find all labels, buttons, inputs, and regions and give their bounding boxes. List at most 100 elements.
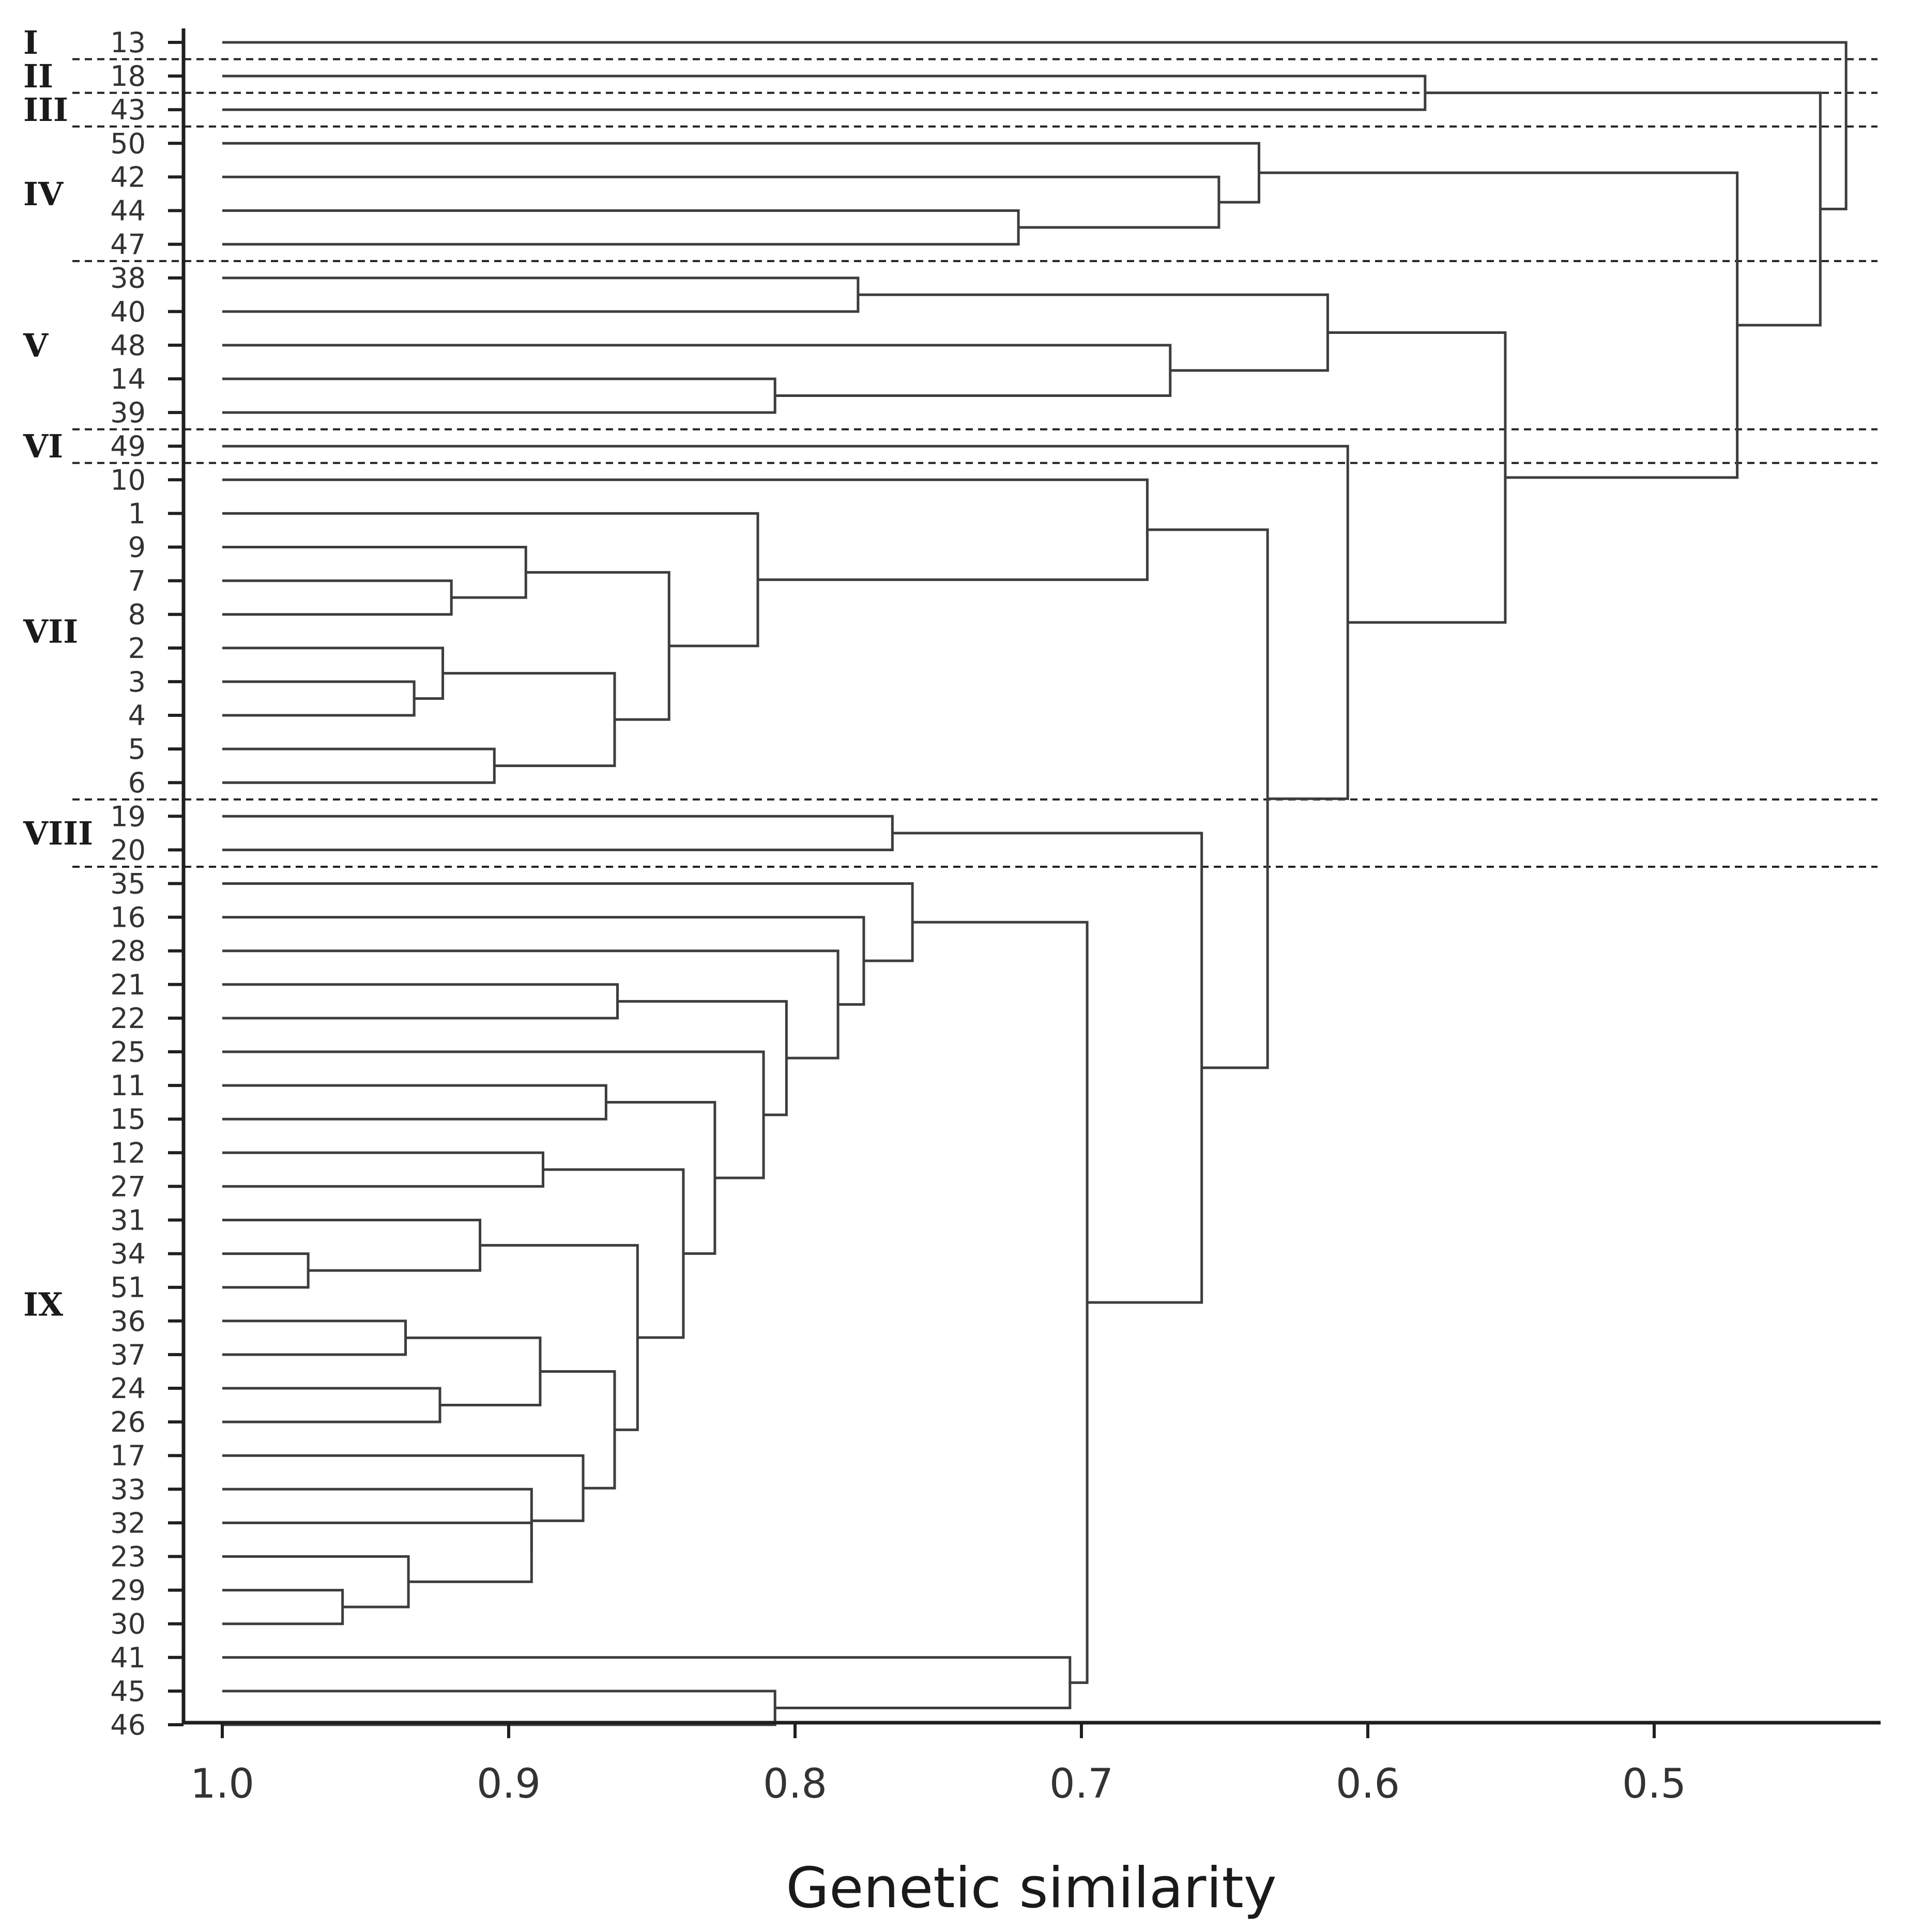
axes bbox=[181, 28, 1881, 1725]
leaf-label-39: 39 bbox=[110, 396, 146, 429]
leaf-label-33: 33 bbox=[110, 1473, 146, 1506]
leaf-label-15: 15 bbox=[110, 1103, 146, 1136]
branch-c11 bbox=[222, 680, 416, 717]
branch-c4 bbox=[222, 142, 1260, 204]
leaf-label-9: 9 bbox=[128, 531, 146, 564]
group-label: IV bbox=[23, 175, 64, 213]
branch-c35 bbox=[606, 1101, 716, 1255]
branch-c6 bbox=[222, 377, 776, 414]
x-tick-label: 0.7 bbox=[1049, 1761, 1113, 1807]
branch-c34 bbox=[543, 1168, 685, 1339]
branch-c32 bbox=[540, 1370, 616, 1490]
leaf-label-4: 4 bbox=[128, 699, 146, 732]
leaf-label-37: 37 bbox=[110, 1339, 146, 1371]
leaf-label-7: 7 bbox=[128, 565, 146, 597]
leaf-label-26: 26 bbox=[110, 1406, 146, 1438]
branch-c25 bbox=[222, 1387, 441, 1423]
group-label: VIII bbox=[23, 815, 93, 852]
leaf-label-20: 20 bbox=[110, 834, 146, 866]
branch-c8 bbox=[858, 293, 1329, 372]
branch-c47 bbox=[1327, 331, 1507, 624]
x-tick-label: 0.9 bbox=[477, 1761, 541, 1807]
branch-c22 bbox=[222, 1252, 310, 1289]
leaf-label-1: 1 bbox=[128, 497, 146, 530]
x-tick-label: 0.6 bbox=[1336, 1761, 1400, 1807]
branch-c36 bbox=[222, 1050, 765, 1179]
leaf-label-28: 28 bbox=[110, 935, 146, 968]
group-label: VI bbox=[23, 427, 63, 465]
leaf-label-21: 21 bbox=[110, 969, 146, 1001]
branch-c48 bbox=[1259, 171, 1739, 479]
group-label: V bbox=[23, 327, 49, 364]
dendrogram-branches bbox=[222, 41, 1848, 1726]
leaf-label-51: 51 bbox=[110, 1271, 146, 1304]
leaf-labels: 1318435042444738404814394910197823456192… bbox=[110, 26, 146, 1741]
branch-c18 bbox=[222, 815, 894, 851]
group-separators bbox=[72, 58, 1878, 868]
leaf-label-2: 2 bbox=[128, 632, 146, 665]
leaf-label-8: 8 bbox=[128, 599, 146, 631]
leaf-label-5: 5 bbox=[128, 733, 146, 765]
leaf-label-24: 24 bbox=[110, 1372, 146, 1405]
leaf-label-35: 35 bbox=[110, 868, 146, 900]
branch-c19 bbox=[222, 983, 619, 1020]
branch-c24 bbox=[222, 1320, 407, 1356]
leaf-label-46: 46 bbox=[110, 1709, 146, 1741]
x-tick-label: 1.0 bbox=[190, 1761, 254, 1807]
branch-c12 bbox=[222, 647, 445, 700]
x-tick-label: 0.8 bbox=[763, 1761, 827, 1807]
leaf-label-41: 41 bbox=[110, 1642, 146, 1674]
branch-c39 bbox=[222, 916, 865, 1006]
leaf-label-45: 45 bbox=[110, 1675, 146, 1708]
leaf-label-42: 42 bbox=[110, 161, 146, 193]
branch-c10 bbox=[222, 546, 527, 599]
leaf-label-48: 48 bbox=[110, 329, 146, 362]
leaf-label-25: 25 bbox=[110, 1036, 146, 1068]
x-ticks: 1.0 0.9 0.8 0.7 0.6 0.5 bbox=[168, 41, 1686, 1807]
leaf-label-32: 32 bbox=[110, 1507, 146, 1539]
branch-c14 bbox=[442, 672, 616, 768]
branch-c5 bbox=[222, 277, 860, 313]
branch-c15 bbox=[526, 571, 670, 721]
leaf-label-19: 19 bbox=[110, 800, 146, 833]
branch-c17 bbox=[222, 478, 1149, 581]
leaf-label-30: 30 bbox=[110, 1608, 146, 1640]
group-label: I bbox=[23, 24, 38, 62]
branch-c2 bbox=[222, 209, 1020, 246]
branch-c40 bbox=[222, 882, 914, 962]
branch-c28 bbox=[222, 1555, 410, 1608]
leaf-label-6: 6 bbox=[128, 766, 146, 799]
leaf-label-27: 27 bbox=[110, 1170, 146, 1203]
branch-c20 bbox=[222, 1084, 607, 1121]
leaf-label-49: 49 bbox=[110, 430, 146, 463]
branch-c49 bbox=[1425, 91, 1822, 327]
branch-c42 bbox=[222, 1656, 1072, 1709]
branch-c41 bbox=[222, 1690, 776, 1726]
branch-c50 bbox=[222, 41, 1848, 210]
branch-c44 bbox=[892, 832, 1203, 1304]
leaf-label-14: 14 bbox=[110, 363, 146, 395]
branch-c37 bbox=[617, 1000, 788, 1116]
leaf-label-12: 12 bbox=[110, 1137, 146, 1169]
leaf-label-13: 13 bbox=[110, 26, 146, 59]
leaf-label-47: 47 bbox=[110, 228, 146, 261]
group-label: III bbox=[23, 91, 68, 129]
branch-c29 bbox=[222, 1521, 533, 1583]
leaf-label-43: 43 bbox=[110, 94, 146, 126]
leaf-label-10: 10 bbox=[110, 464, 146, 496]
leaf-label-44: 44 bbox=[110, 195, 146, 227]
leaf-label-34: 34 bbox=[110, 1238, 146, 1270]
group-label: IX bbox=[23, 1285, 64, 1323]
leaf-label-36: 36 bbox=[110, 1305, 146, 1338]
branch-c23 bbox=[222, 1219, 482, 1272]
branch-c30 bbox=[222, 1488, 533, 1553]
leaf-label-18: 18 bbox=[110, 60, 146, 93]
branch-c21 bbox=[222, 1151, 544, 1188]
leaf-label-29: 29 bbox=[110, 1574, 146, 1607]
leaf-label-31: 31 bbox=[110, 1204, 146, 1237]
branch-c27 bbox=[222, 1589, 344, 1626]
branch-c46 bbox=[222, 444, 1349, 800]
group-label: II bbox=[23, 57, 53, 95]
